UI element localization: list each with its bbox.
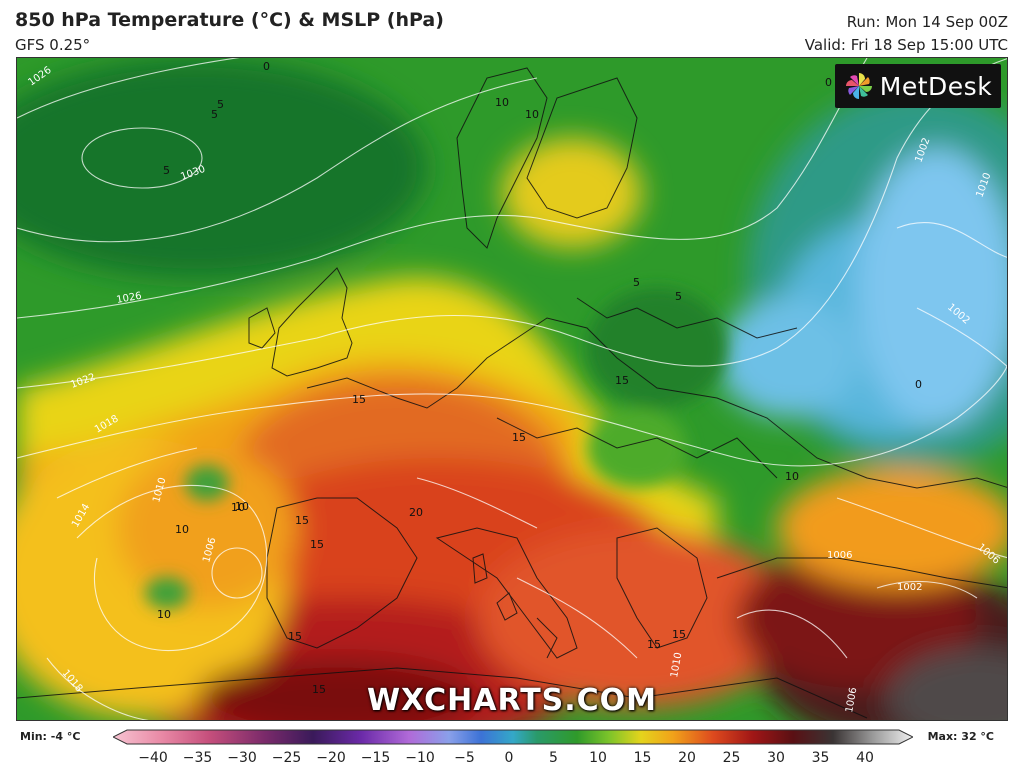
isobar-label: 1006 — [827, 550, 852, 561]
temperature-field: 1026 1030 1026 1022 1018 1014 1010 1006 … — [17, 58, 1007, 720]
legend-tick-label: −30 — [227, 750, 257, 766]
valid-label: Valid: Fri 18 Sep 15:00 UTC — [804, 36, 1008, 54]
temp-label: 15 — [288, 630, 302, 643]
legend-tick-label: 25 — [722, 750, 741, 766]
temp-label: 10 — [157, 608, 171, 621]
temp-label: 10 — [495, 96, 509, 109]
temp-label: 5 — [675, 290, 682, 303]
metdesk-logo: MetDesk — [835, 64, 1001, 108]
legend-min-label: Min: -4 °C — [20, 730, 81, 743]
temp-label: 15 — [647, 638, 661, 651]
temp-label: 15 — [615, 374, 629, 387]
legend-max-label: Max: 32 °C — [927, 730, 994, 743]
legend-tick-label: 15 — [633, 750, 652, 766]
weather-map[interactable]: 1026 1030 1026 1022 1018 1014 1010 1006 … — [16, 57, 1008, 721]
isobar-label: 1006 — [844, 687, 859, 714]
legend-tick-label: −10 — [405, 750, 435, 766]
temp-label: 15 — [512, 431, 526, 444]
model-label: GFS 0.25° — [15, 36, 91, 54]
temp-label: 5 — [163, 164, 170, 177]
isobar-label: 1010 — [669, 652, 684, 679]
temp-label: 10 — [235, 500, 249, 513]
legend-tick-label: −5 — [454, 750, 475, 766]
legend-tick-label: −15 — [360, 750, 391, 766]
temp-label: 0 — [915, 378, 922, 391]
temp-label: 15 — [312, 683, 326, 696]
temp-label: 15 — [672, 628, 686, 641]
legend-tick-label: 35 — [811, 750, 830, 766]
legend-tick-label: −40 — [138, 750, 168, 766]
temp-label: 15 — [295, 514, 309, 527]
legend-tick-label: 10 — [589, 750, 607, 766]
isobar-label: 1002 — [897, 582, 922, 593]
legend-tick-label: 30 — [767, 750, 785, 766]
temp-label: 5 — [217, 98, 224, 111]
chart-title: 850 hPa Temperature (°C) & MSLP (hPa) — [15, 9, 444, 31]
temp-label: 5 — [633, 276, 640, 289]
legend-tick-label: 40 — [856, 750, 874, 766]
temp-label: 10 — [525, 108, 539, 121]
legend-tick-label: −25 — [271, 750, 302, 766]
pinwheel-icon — [845, 73, 872, 99]
legend-tick-label: −35 — [182, 750, 213, 766]
legend-tick-label: 5 — [549, 750, 558, 766]
temp-label: 0 — [263, 60, 270, 73]
temp-label: 10 — [231, 501, 245, 514]
temp-label: 10 — [785, 470, 799, 483]
watermark: WXCHARTS.COM — [366, 683, 658, 718]
temp-label: 20 — [409, 506, 423, 519]
legend-tick-label: 0 — [504, 750, 514, 766]
color-scale-ticks: −40 −35 −30 −25 −20 −15 −10 −5 0 5 10 15 20 25 30 35 40 — [113, 750, 905, 770]
legend-tick-label: −20 — [316, 750, 346, 766]
temp-label: 5 — [211, 108, 218, 121]
temp-label: 10 — [175, 523, 189, 536]
run-label: Run: Mon 14 Sep 00Z — [846, 13, 1008, 31]
logo-text: MetDesk — [879, 71, 993, 101]
temp-label: 15 — [352, 393, 366, 406]
isobar-label: 1026 — [116, 291, 143, 306]
temp-label: 15 — [310, 538, 324, 551]
temp-label: 0 — [825, 76, 832, 89]
color-scale-bar — [113, 729, 913, 745]
legend-tick-label: 20 — [678, 750, 696, 766]
